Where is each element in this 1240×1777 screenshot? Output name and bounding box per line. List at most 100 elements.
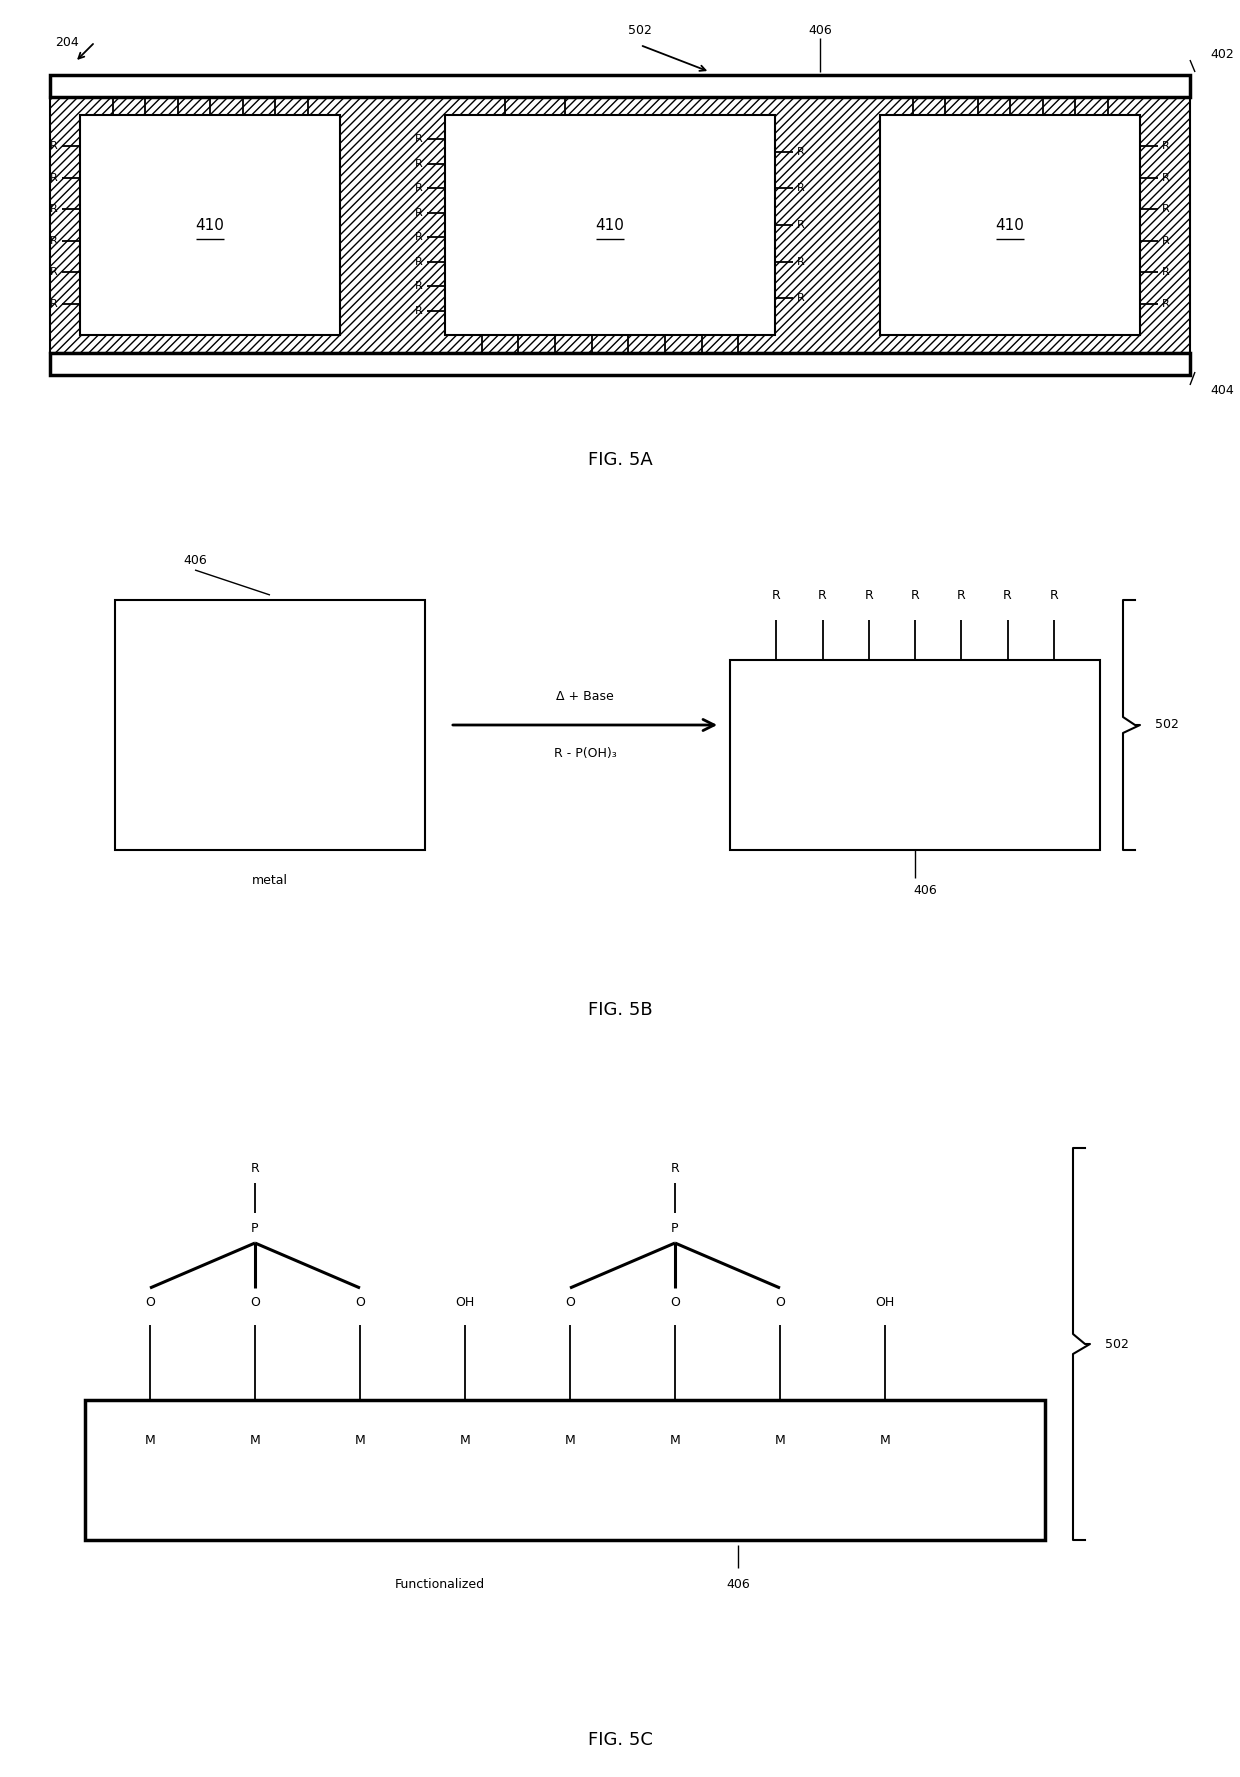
Text: 406: 406 [725, 1578, 750, 1592]
Text: 410: 410 [996, 217, 1024, 233]
Text: R: R [415, 256, 423, 267]
Text: R: R [562, 84, 569, 92]
Text: R: R [625, 357, 632, 368]
Text: R: R [174, 84, 181, 92]
Text: R: R [51, 236, 58, 245]
Text: R: R [415, 233, 423, 242]
Bar [86, 1400, 1045, 1541]
Text: Functionalized: Functionalized [396, 1578, 485, 1592]
Text: R: R [957, 588, 966, 602]
Text: R: R [1162, 204, 1169, 215]
Text: FIG. 5C: FIG. 5C [588, 1731, 652, 1749]
Text: R: R [206, 84, 213, 92]
Text: R: R [910, 588, 919, 602]
Text: 502: 502 [1105, 1338, 1128, 1351]
Text: R: R [477, 357, 486, 368]
Text: R: R [304, 84, 311, 92]
Text: R: R [141, 84, 149, 92]
Text: R: R [515, 357, 522, 368]
Text: R: R [415, 183, 423, 194]
Text: R: R [51, 204, 58, 215]
Text: 410: 410 [595, 217, 625, 233]
Bar [81, 116, 340, 336]
Text: O: O [775, 1297, 785, 1310]
Text: 204: 204 [55, 36, 79, 48]
Text: R: R [51, 267, 58, 277]
Bar [445, 116, 775, 336]
Text: R: R [415, 158, 423, 169]
Text: 410: 410 [196, 217, 224, 233]
Text: R: R [51, 172, 58, 183]
Text: O: O [355, 1297, 365, 1310]
Text: Δ + Base: Δ + Base [556, 691, 614, 704]
Text: R: R [415, 306, 423, 316]
Text: R: R [1162, 299, 1169, 309]
Bar [50, 354, 1190, 375]
Text: R: R [1162, 236, 1169, 245]
Text: R: R [771, 588, 781, 602]
Text: R: R [797, 147, 805, 156]
Text: R: R [1104, 84, 1111, 92]
Text: R: R [272, 84, 279, 92]
Text: M: M [879, 1434, 890, 1446]
Text: R: R [1162, 267, 1169, 277]
Text: 402: 402 [1210, 48, 1234, 62]
Text: M: M [460, 1434, 470, 1446]
Bar [880, 116, 1140, 336]
Text: R: R [1071, 84, 1079, 92]
Text: R: R [661, 357, 668, 368]
Text: 502: 502 [629, 23, 652, 37]
Text: 406: 406 [184, 553, 207, 567]
Text: M: M [564, 1434, 575, 1446]
Text: R: R [671, 1162, 680, 1175]
Text: O: O [565, 1297, 575, 1310]
Text: R: R [797, 220, 805, 229]
Text: O: O [250, 1297, 260, 1310]
Text: R: R [909, 84, 916, 92]
Text: R: R [973, 84, 981, 92]
Text: M: M [775, 1434, 785, 1446]
Text: R: R [1003, 588, 1012, 602]
Text: R: R [734, 357, 743, 368]
Text: FIG. 5B: FIG. 5B [588, 1000, 652, 1018]
Text: R: R [588, 357, 595, 368]
Text: R: R [1162, 172, 1169, 183]
Text: R: R [1162, 142, 1169, 151]
Text: O: O [145, 1297, 155, 1310]
Text: R: R [415, 135, 423, 144]
Text: R: R [698, 357, 706, 368]
Text: R: R [797, 256, 805, 267]
Text: OH: OH [455, 1297, 475, 1310]
Bar [50, 98, 1190, 354]
Text: P: P [252, 1221, 259, 1235]
Text: R: R [109, 84, 117, 92]
Text: M: M [670, 1434, 681, 1446]
Text: M: M [355, 1434, 366, 1446]
Bar [115, 601, 425, 849]
Text: OH: OH [875, 1297, 894, 1310]
Text: R: R [864, 588, 873, 602]
Text: 502: 502 [1154, 718, 1179, 732]
Text: R: R [551, 357, 559, 368]
Text: R: R [238, 84, 247, 92]
Text: metal: metal [252, 874, 288, 887]
Text: R: R [818, 588, 827, 602]
Text: P: P [671, 1221, 678, 1235]
Text: 406: 406 [808, 23, 832, 37]
Text: 404: 404 [1210, 384, 1234, 396]
Text: R: R [1039, 84, 1047, 92]
Text: 406: 406 [913, 883, 937, 897]
Text: R: R [51, 299, 58, 309]
Text: O: O [670, 1297, 680, 1310]
Text: R: R [1006, 84, 1014, 92]
Text: M: M [145, 1434, 155, 1446]
Text: R: R [51, 142, 58, 151]
Text: R: R [1049, 588, 1058, 602]
Text: R: R [415, 208, 423, 219]
Text: R: R [501, 84, 508, 92]
Text: R: R [415, 281, 423, 291]
Bar [50, 75, 1190, 98]
Bar [730, 659, 1100, 849]
Text: R: R [797, 183, 805, 194]
Text: M: M [249, 1434, 260, 1446]
